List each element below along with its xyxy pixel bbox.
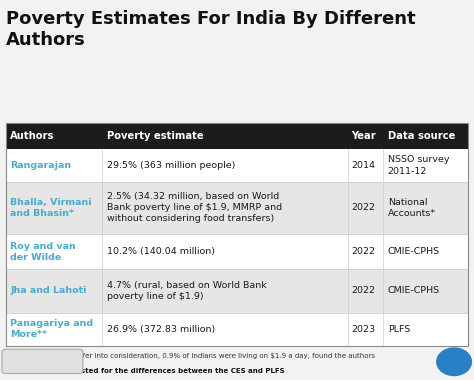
- Bar: [6, 269, 468, 313]
- Text: 2.5% (34.32 million, based on World
Bank poverty line of $1.9, MMRP and
without : 2.5% (34.32 million, based on World Bank…: [107, 192, 282, 223]
- Text: Authors: Authors: [10, 131, 55, 141]
- Text: Data source: Data source: [388, 131, 455, 141]
- Text: ↳ Share: ↳ Share: [26, 357, 59, 366]
- Text: Roy and van
der Wilde: Roy and van der Wilde: [10, 242, 76, 261]
- Text: * By taking food transfer into consideration, 0.9% of Indians were living on $1.: * By taking food transfer into considera…: [6, 353, 374, 359]
- Text: 2022: 2022: [351, 287, 375, 295]
- Circle shape: [436, 347, 472, 376]
- Text: 2022: 2022: [351, 203, 375, 212]
- Text: Poverty Estimates For India By Different
Authors: Poverty Estimates For India By Different…: [6, 10, 415, 49]
- Text: CMIE-CPHS: CMIE-CPHS: [388, 247, 440, 256]
- FancyBboxPatch shape: [2, 349, 83, 374]
- Bar: [6, 124, 468, 346]
- Bar: [6, 234, 468, 269]
- Text: Rangarajan: Rangarajan: [10, 161, 72, 170]
- Text: 10.2% (140.04 million): 10.2% (140.04 million): [107, 247, 215, 256]
- Text: Year: Year: [351, 131, 376, 141]
- Bar: [6, 313, 468, 346]
- Text: CMIE-CPHS: CMIE-CPHS: [388, 287, 440, 295]
- Text: **The authors adjusted for the differences between the CES and PLFS: **The authors adjusted for the differenc…: [6, 368, 284, 374]
- Text: iS.: iS.: [447, 357, 462, 367]
- Text: National
Accounts*: National Accounts*: [388, 198, 436, 218]
- Text: 26.9% (372.83 million): 26.9% (372.83 million): [107, 325, 215, 334]
- Bar: [6, 124, 468, 149]
- Text: Jha and Lahoti: Jha and Lahoti: [10, 287, 87, 295]
- Text: 29.5% (363 million people): 29.5% (363 million people): [107, 161, 235, 170]
- Text: NSSO survey
2011-12: NSSO survey 2011-12: [388, 155, 449, 176]
- Bar: [6, 149, 468, 182]
- Text: Panagariya and
More**: Panagariya and More**: [10, 319, 93, 339]
- Text: PLFS: PLFS: [388, 325, 410, 334]
- Bar: [6, 182, 468, 234]
- Text: 2022: 2022: [351, 247, 375, 256]
- Text: 4.7% (rural, based on World Bank
poverty line of $1.9): 4.7% (rural, based on World Bank poverty…: [107, 281, 266, 301]
- Text: Poverty estimate: Poverty estimate: [107, 131, 203, 141]
- Text: 2023: 2023: [351, 325, 375, 334]
- Text: Bhalla, Virmani
and Bhasin*: Bhalla, Virmani and Bhasin*: [10, 198, 92, 218]
- Text: 2014: 2014: [351, 161, 375, 170]
